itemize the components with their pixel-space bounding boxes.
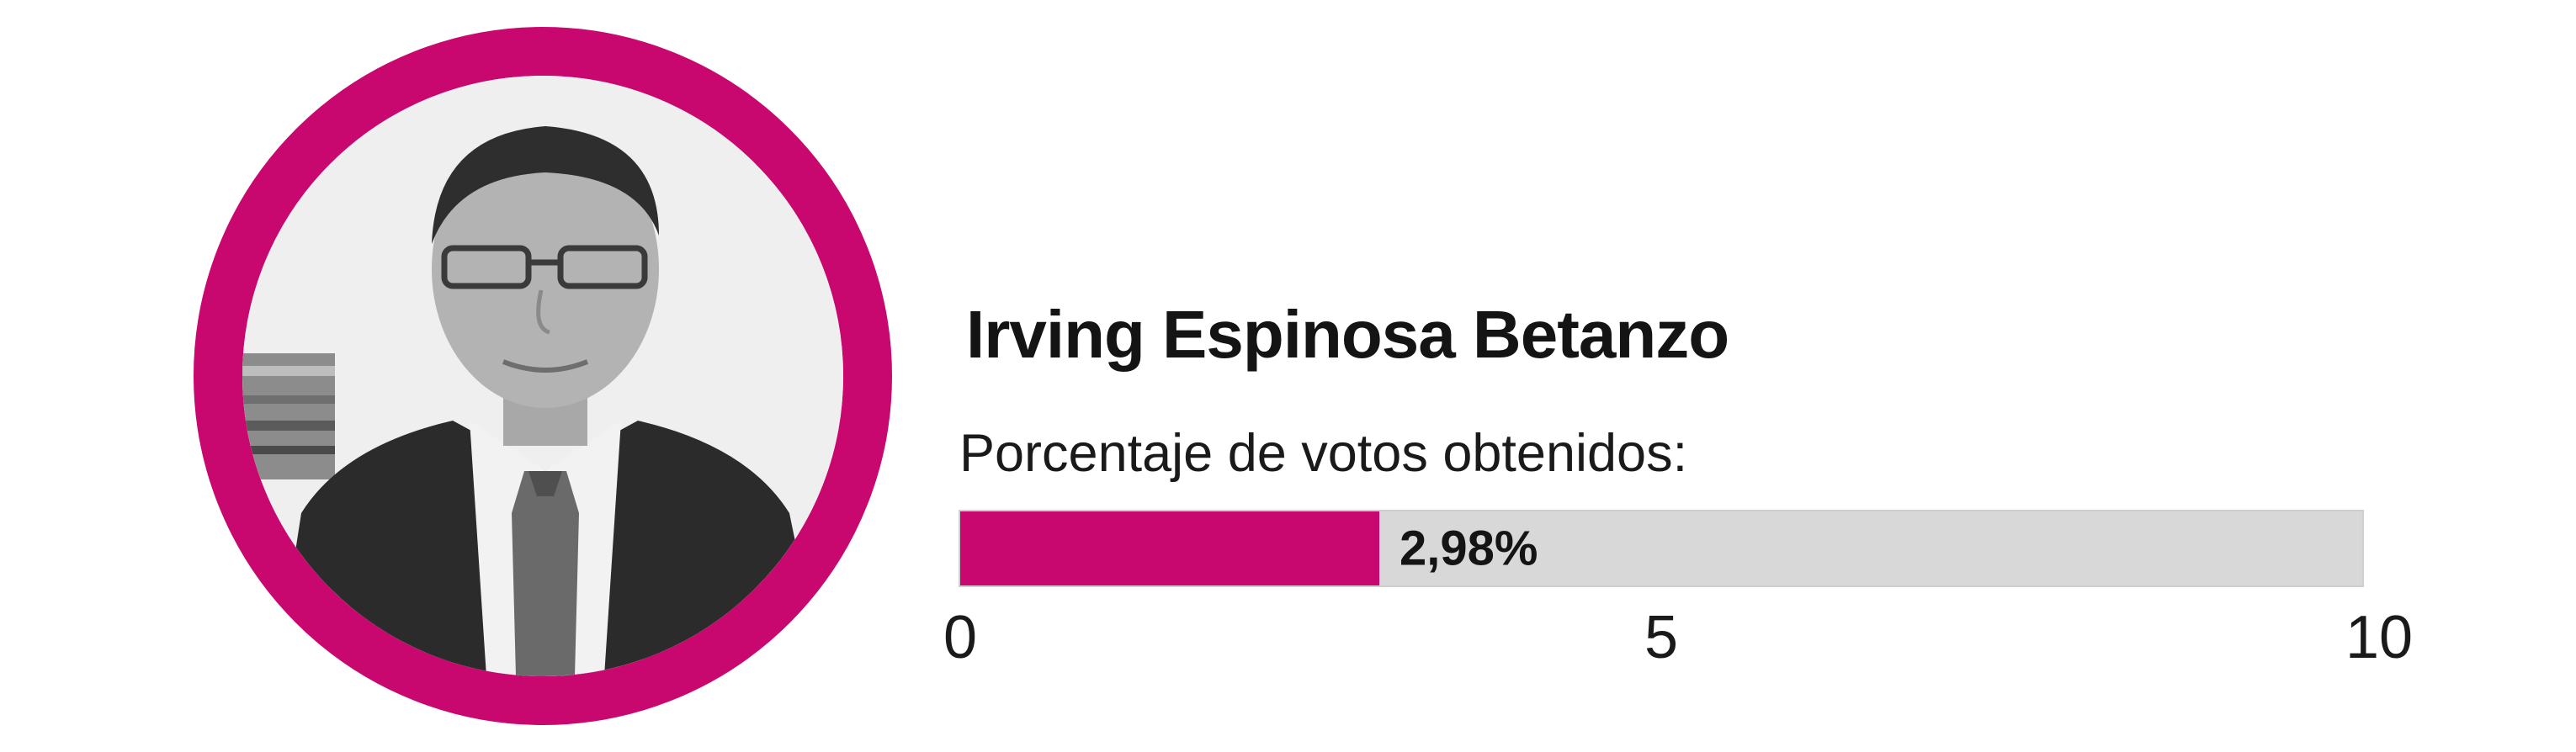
x-tick-label: 5 — [1644, 604, 1679, 671]
candidate-portrait-image — [242, 76, 843, 676]
bar-value-label: 2,98% — [1400, 521, 1538, 576]
x-tick-label: 10 — [2345, 604, 2414, 671]
bar-track: 2,98% — [959, 510, 2364, 587]
x-tick-label: 0 — [943, 604, 978, 671]
candidate-photo — [194, 27, 892, 725]
candidate-name: Irving Espinosa Betanzo — [966, 297, 1729, 372]
chart-subtitle: Porcentaje de votos obtenidos: — [959, 424, 1688, 483]
bar-fill — [960, 511, 1379, 585]
